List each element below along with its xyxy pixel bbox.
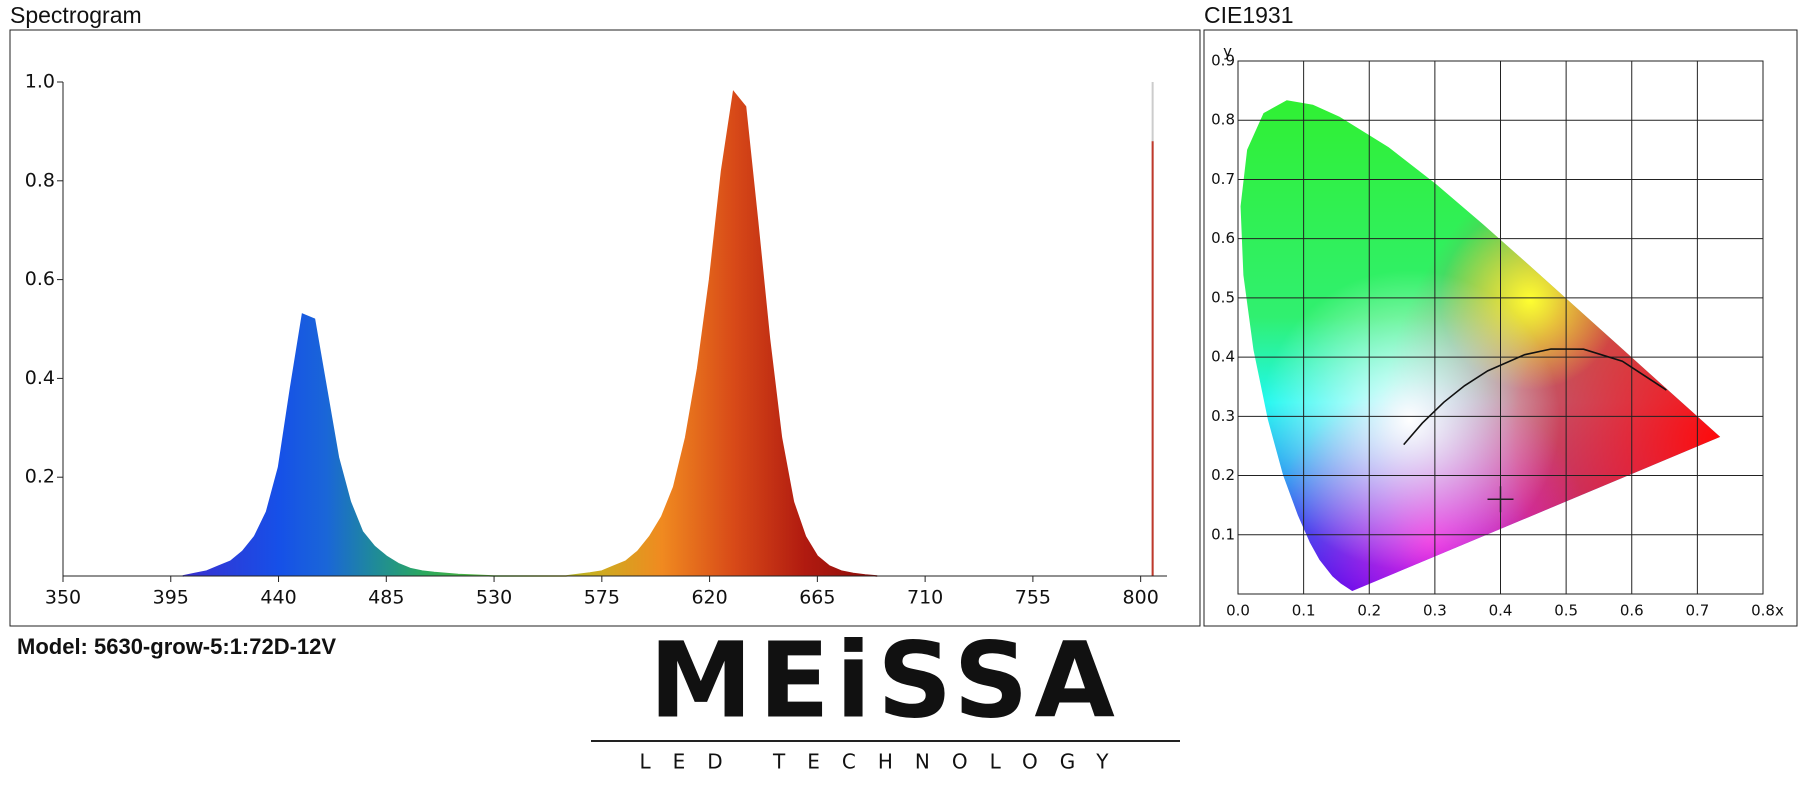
x-tick-label: 710 <box>907 587 943 609</box>
x-tick-label: 755 <box>1015 587 1051 609</box>
planckian-locus <box>1403 348 1667 446</box>
x-tick-label: 0.6 <box>1620 602 1644 620</box>
y-tick-label: 0.2 <box>1211 466 1235 484</box>
x-tick-label: 620 <box>691 587 727 609</box>
chart-title: Spectrogram <box>10 2 142 28</box>
y-tick-label: 0.4 <box>25 367 55 389</box>
x-tick-label: 800 <box>1123 587 1159 609</box>
y-tick-label: 0.3 <box>1211 407 1235 425</box>
x-axis-label: x <box>1775 602 1784 620</box>
spectrogram-frame <box>9 29 1201 627</box>
y-tick-label: 0.2 <box>25 466 55 488</box>
plot-frame <box>1237 60 1764 595</box>
chart-title: CIE1931 <box>1204 2 1294 28</box>
x-tick-label: 440 <box>260 587 296 609</box>
area-fill <box>182 91 878 576</box>
x-tick-label: 0.2 <box>1357 602 1381 620</box>
x-tick-label: 0.4 <box>1489 602 1513 620</box>
x-tick-label: 485 <box>368 587 404 609</box>
y-tick-label: 0.5 <box>1211 288 1235 306</box>
y-tick-label: 0.1 <box>1211 525 1235 543</box>
tagline: LED TECHNOLOGY <box>640 750 1131 774</box>
x-tick-label: 350 <box>45 587 81 609</box>
y-tick-label: 1.0 <box>25 71 55 93</box>
x-tick-label: 0.8 <box>1751 602 1775 620</box>
x-tick-label: 0.1 <box>1292 602 1316 620</box>
x-tick-label: 530 <box>476 587 512 609</box>
y-axis-label: y <box>1223 43 1232 61</box>
y-tick-label: 0.4 <box>1211 348 1235 366</box>
x-tick-label: 665 <box>799 587 835 609</box>
y-tick-label: 0.8 <box>25 169 55 191</box>
y-tick-label: 0.8 <box>1211 111 1235 129</box>
x-tick-label: 0.5 <box>1554 602 1578 620</box>
y-tick-label: 0.6 <box>1211 229 1235 247</box>
y-tick-label: 0.7 <box>1211 170 1235 188</box>
cie-frame <box>1203 29 1798 627</box>
x-tick-label: 575 <box>584 587 620 609</box>
model-label: Model: 5630-grow-5:1:72D-12V <box>17 634 336 659</box>
logo: MEiSSA <box>649 619 1121 741</box>
x-tick-label: 0.3 <box>1423 602 1447 620</box>
x-tick-label: 0.7 <box>1685 602 1709 620</box>
x-tick-label: 395 <box>153 587 189 609</box>
y-tick-label: 0.9 <box>1211 52 1235 70</box>
chromaticity-point <box>1487 486 1514 513</box>
y-tick-label: 0.6 <box>25 268 55 290</box>
x-tick-label: 0.0 <box>1226 602 1250 620</box>
